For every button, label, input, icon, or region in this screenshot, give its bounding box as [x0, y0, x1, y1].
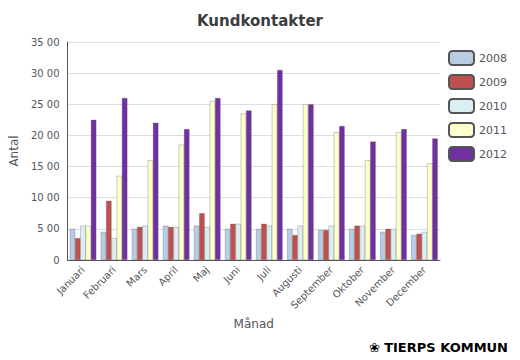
svg-text:Kundkontakter: Kundkontakter	[197, 12, 324, 30]
svg-text:2009: 2009	[479, 76, 507, 89]
svg-text:15 00: 15 00	[31, 161, 60, 172]
svg-text:2010: 2010	[479, 100, 507, 113]
svg-text:Månad: Månad	[234, 317, 274, 331]
svg-text:0: 0	[53, 255, 59, 266]
svg-text:2008: 2008	[479, 52, 507, 65]
svg-text:Augusti: Augusti	[269, 264, 305, 299]
svg-text:Januari: Januari	[54, 264, 87, 297]
svg-text:35 00: 35 00	[31, 37, 60, 48]
svg-text:Juni: Juni	[221, 264, 242, 285]
svg-text:Februari: Februari	[81, 264, 118, 301]
svg-text:20 00: 20 00	[31, 130, 60, 141]
svg-text:5 00: 5 00	[37, 223, 59, 234]
svg-text:September: September	[288, 263, 335, 310]
svg-text:Mars: Mars	[124, 264, 149, 289]
svg-text:❀ TIERPS KOMMUN: ❀ TIERPS KOMMUN	[369, 340, 508, 355]
svg-text:2012: 2012	[479, 148, 507, 161]
svg-text:April: April	[156, 264, 180, 288]
svg-text:30 00: 30 00	[31, 68, 60, 79]
svg-text:Maj: Maj	[191, 264, 211, 284]
svg-text:2011: 2011	[479, 124, 507, 137]
svg-text:Oktober: Oktober	[330, 264, 367, 301]
svg-text:25 00: 25 00	[31, 99, 60, 110]
svg-text:Antal: Antal	[7, 135, 21, 166]
svg-text:10 00: 10 00	[31, 192, 60, 203]
svg-text:Juli: Juli	[254, 264, 273, 283]
svg-text:December: December	[384, 263, 429, 308]
svg-text:November: November	[352, 264, 398, 309]
